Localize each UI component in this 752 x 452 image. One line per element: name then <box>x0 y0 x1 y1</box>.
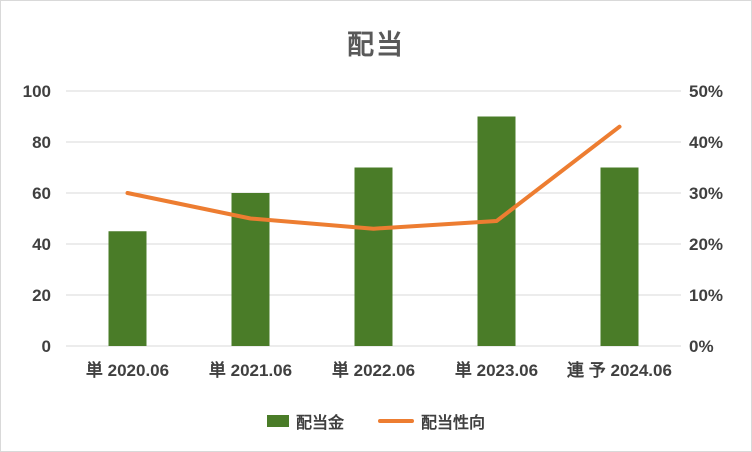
x-axis-label-2: 単 2022.06 <box>332 360 415 380</box>
left-axis-tick: 20 <box>32 286 51 305</box>
legend-label-dividend: 配当金 <box>295 415 344 432</box>
right-axis-tick: 0% <box>689 337 714 356</box>
right-axis-tick: 30% <box>689 184 723 203</box>
left-axis-tick: 100 <box>23 82 51 101</box>
legend-item-payout-ratio: 配当性向 <box>378 409 485 433</box>
x-axis-label-1: 単 2021.06 <box>209 360 292 380</box>
bar-4 <box>600 167 639 346</box>
bar-swatch-icon <box>266 415 289 427</box>
legend-item-dividend: 配当金 <box>266 409 344 433</box>
legend: 配当金 配当性向 <box>1 409 751 433</box>
bar-0 <box>108 231 147 346</box>
chart-title: 配当 <box>347 30 405 60</box>
right-axis-tick: 10% <box>689 286 723 305</box>
x-axis-label-3: 単 2023.06 <box>455 360 538 380</box>
bar-3 <box>477 116 516 346</box>
bar-2 <box>354 167 393 346</box>
x-axis-label-0: 単 2020.06 <box>86 360 169 380</box>
line-series <box>125 124 622 231</box>
left-axis-tick: 0 <box>42 337 51 356</box>
line-swatch-icon <box>378 419 414 423</box>
left-axis-tick: 80 <box>32 133 51 152</box>
x-axis-label-4: 連 予 2024.06 <box>567 360 672 380</box>
right-axis-tick: 50% <box>689 82 723 101</box>
right-axis-tick: 20% <box>689 235 723 254</box>
left-axis-tick: 40 <box>32 235 51 254</box>
right-axis-tick: 40% <box>689 133 723 152</box>
legend-label-payout-ratio: 配当性向 <box>421 415 486 432</box>
left-axis-tick: 60 <box>32 184 51 203</box>
